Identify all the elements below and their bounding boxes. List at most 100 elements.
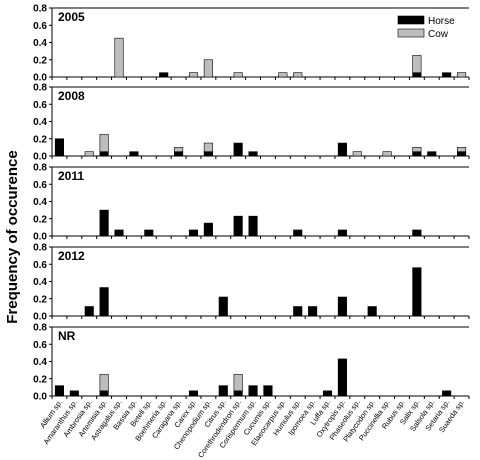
bar-horse xyxy=(174,151,184,157)
bar-horse xyxy=(99,151,109,157)
bar-horse xyxy=(412,72,422,78)
bar-horse xyxy=(412,267,422,317)
panel-title: 2008 xyxy=(58,89,85,103)
y-axis-label: Frequency of occurence xyxy=(4,150,21,323)
panel-2008: 0.0 0.2 0.4 0.6 0.8 2008 xyxy=(33,83,470,163)
bar-horse xyxy=(144,229,154,237)
bar-cow xyxy=(84,151,94,157)
y-tick-label: 0.6 xyxy=(33,260,47,271)
y-tick-label: 0.4 xyxy=(33,197,47,208)
y-tick-label: 0.6 xyxy=(33,180,47,191)
bar-horse xyxy=(233,215,243,237)
y-tick-label: 0.4 xyxy=(33,38,47,49)
bar-horse xyxy=(99,390,109,397)
bar-horse xyxy=(293,229,303,237)
panel-title: 2011 xyxy=(58,169,84,183)
bar-cow xyxy=(114,37,124,78)
bar-cow xyxy=(203,59,213,78)
y-tick-label: 0.0 xyxy=(33,73,47,84)
bar-cow xyxy=(278,72,288,78)
bar-horse xyxy=(188,229,199,237)
y-tick-label: 0.0 xyxy=(33,312,47,323)
y-tick-label: 0.6 xyxy=(33,340,47,351)
bar-horse xyxy=(69,390,79,397)
bar-cow xyxy=(457,72,467,78)
bar-cow xyxy=(233,374,243,392)
bar-horse xyxy=(442,390,452,397)
y-tick-label: 0.4 xyxy=(33,277,47,288)
y-tick-label: 0.0 xyxy=(33,392,47,403)
y-tick-label: 0.6 xyxy=(33,100,47,111)
bar-horse xyxy=(337,142,347,157)
bar-horse xyxy=(218,385,228,397)
y-tick-label: 0.2 xyxy=(33,374,47,385)
bar-horse xyxy=(457,151,467,157)
y-tick-label: 0.0 xyxy=(33,232,47,243)
bar-horse xyxy=(188,390,199,397)
panel-2011: 0.0 0.2 0.4 0.6 0.8 2011 xyxy=(33,163,470,243)
bar-horse xyxy=(263,385,273,397)
bar-cow xyxy=(99,134,109,152)
bar-horse xyxy=(412,151,422,157)
panel-title: 2012 xyxy=(58,249,85,263)
bar-cow xyxy=(293,72,303,78)
legend-swatch-horse xyxy=(397,15,425,25)
y-tick-label: 0.2 xyxy=(33,294,47,305)
bar-horse xyxy=(248,151,258,157)
legend: Horse Cow xyxy=(397,15,455,40)
y-tick-label: 0.0 xyxy=(33,152,47,163)
bar-cow xyxy=(99,374,109,392)
bar-cow xyxy=(352,151,362,157)
y-tick-label: 0.8 xyxy=(33,4,47,15)
legend-label-cow: Cow xyxy=(428,29,449,40)
bar-horse xyxy=(248,385,258,397)
bar-horse xyxy=(203,222,213,237)
y-tick-label: 0.8 xyxy=(33,243,47,254)
bar-horse xyxy=(427,151,437,157)
panel-nr: 0.0 0.2 0.4 0.6 0.8 NR xyxy=(33,323,470,403)
bar-horse xyxy=(337,296,347,317)
y-tick-label: 0.4 xyxy=(33,117,47,128)
bar-horse xyxy=(203,151,213,157)
bar-horse xyxy=(84,306,94,317)
bar-cow xyxy=(412,55,422,73)
bar-horse xyxy=(99,209,109,237)
bar-cow xyxy=(233,72,243,78)
bar-horse xyxy=(99,287,109,317)
bar-cow xyxy=(412,147,422,152)
legend-swatch-cow xyxy=(397,28,425,38)
y-tick-label: 0.2 xyxy=(33,134,47,145)
bar-horse xyxy=(114,229,124,237)
bar-cow xyxy=(174,147,184,152)
y-tick-label: 0.8 xyxy=(33,323,47,334)
y-tick-label: 0.4 xyxy=(33,357,47,368)
bar-horse xyxy=(293,306,303,317)
legend-label-horse: Horse xyxy=(428,16,455,27)
bar-horse xyxy=(322,390,333,397)
panel-title: 2005 xyxy=(58,10,85,24)
bar-cow xyxy=(188,72,199,78)
bar-horse xyxy=(442,72,452,78)
panel-2005: 0.0 0.2 0.4 0.6 0.8 2005 xyxy=(33,4,470,84)
bar-horse xyxy=(218,296,228,317)
bar-horse xyxy=(233,142,243,157)
y-tick-label: 0.2 xyxy=(33,55,47,66)
bar-horse xyxy=(337,358,347,397)
bar-horse xyxy=(248,215,258,237)
category-labels: Allium sp.Amaranthus sp.Ambrosia sp.Arte… xyxy=(38,398,466,460)
y-tick-label: 0.8 xyxy=(33,163,47,174)
bar-horse xyxy=(337,229,347,237)
bar-horse xyxy=(367,306,377,317)
bar-cow xyxy=(203,142,213,152)
y-tick-label: 0.2 xyxy=(33,214,47,225)
panel-title: NR xyxy=(58,329,76,343)
bar-horse xyxy=(233,390,243,397)
bar-horse xyxy=(54,138,64,157)
y-tick-label: 0.6 xyxy=(33,21,47,32)
bar-horse xyxy=(412,229,422,237)
bar-horse xyxy=(159,72,169,78)
bar-cow xyxy=(457,147,467,152)
bar-horse xyxy=(54,385,64,397)
bar-horse xyxy=(129,151,139,157)
